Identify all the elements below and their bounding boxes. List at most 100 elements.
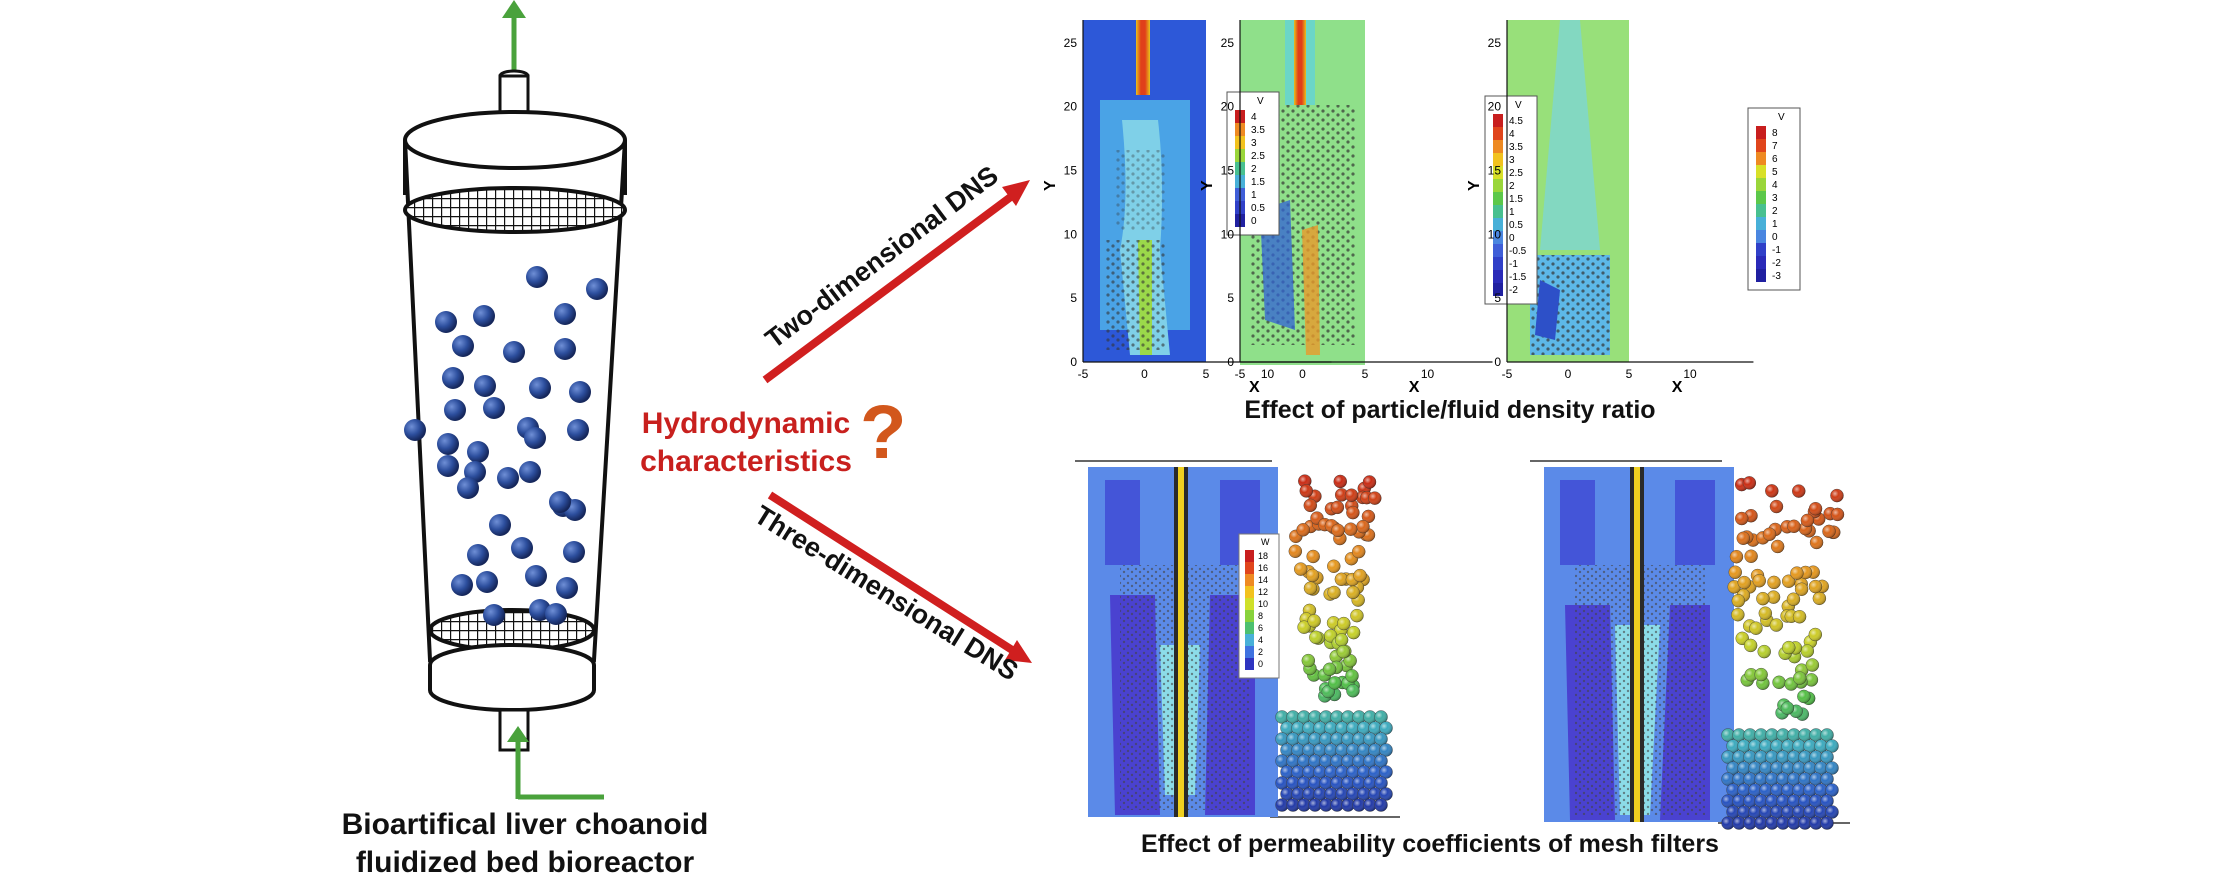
particle [525, 565, 547, 587]
particle [476, 571, 498, 593]
particle [437, 433, 459, 455]
legend-title: V [1778, 112, 1785, 123]
particle [483, 604, 505, 626]
legend-value: 0 [1251, 216, 1257, 227]
y-tick-label: 10 [1221, 227, 1235, 241]
y-tick-label: 10 [1488, 227, 1502, 241]
legend-value: 3 [1509, 155, 1515, 166]
particle [483, 397, 505, 419]
y-axis-label: Y [1042, 180, 1059, 191]
y-tick-label: 20 [1064, 100, 1078, 114]
particle [457, 477, 479, 499]
legend-value: 0 [1258, 659, 1263, 669]
particle [467, 441, 489, 463]
y-tick-label: 15 [1064, 163, 1078, 177]
legend-value: 3 [1251, 138, 1257, 149]
particle [526, 266, 548, 288]
legend-value: 1.5 [1509, 194, 1523, 205]
particle [503, 341, 525, 363]
y-tick-label: 5 [1494, 291, 1501, 305]
w-legend-2: W 18 16 14 12 10 8 6 4 2 0 [1238, 533, 1280, 679]
particle-spheres [1275, 474, 1845, 830]
legend-value: 7 [1772, 141, 1778, 152]
particle [444, 399, 466, 421]
question-mark-icon: ? [860, 390, 907, 475]
legend-value: 8 [1258, 611, 1263, 621]
y-tick-label: 15 [1488, 163, 1502, 177]
x-tick-label: 5 [1203, 367, 1210, 381]
three-d-arrowhead [1005, 640, 1032, 663]
legend-value: 4.5 [1509, 116, 1523, 127]
three-d-simulation-panels: W 18 16 14 12 10 8 6 4 2 0W 18 16 14 12 10 8 6 4 2 0 [1075, 460, 1850, 830]
two-d-arrowhead [1002, 180, 1030, 206]
x-tick-label: 5 [1626, 367, 1633, 381]
legend-title: W [1261, 537, 1270, 547]
legend-value: -1 [1509, 259, 1518, 270]
x-tick-label: 10 [1261, 367, 1275, 381]
hydrodynamic-line2: characteristics [640, 445, 852, 478]
legend-value: 1 [1772, 219, 1778, 230]
legend-value: 1.5 [1251, 177, 1265, 188]
x-tick-label: 0 [1141, 367, 1148, 381]
y-tick-label: 20 [1221, 100, 1235, 114]
particle [549, 491, 571, 513]
y-axis-label: Y [1466, 180, 1483, 191]
legend-value: 0 [1772, 232, 1778, 243]
x-axis-label: X [1249, 379, 1260, 396]
x-axis-label: X [1409, 379, 1420, 396]
legend-value: 2 [1509, 181, 1515, 192]
particle [451, 574, 473, 596]
legend-value: -2 [1509, 285, 1518, 296]
legend-title: V [1257, 96, 1264, 107]
legend-value: 0.5 [1251, 203, 1265, 214]
bioreactor-illustration [403, 0, 627, 800]
legend-value: 14 [1258, 575, 1268, 585]
particle [563, 541, 585, 563]
legend-value: 8 [1772, 128, 1778, 139]
v-legend-1: V4 3.5 3 2.5 2 1.5 1 0.5 0 [1226, 91, 1280, 236]
y-tick-label: 10 [1064, 227, 1078, 241]
y-tick-label: 0 [1227, 355, 1234, 369]
legend-value: 3.5 [1509, 142, 1523, 153]
y-tick-label: 5 [1227, 291, 1234, 305]
legend-value: -1.5 [1509, 272, 1527, 283]
reactor-caption-line1: Bioartifical liver choanoid [341, 808, 709, 841]
particle [474, 375, 496, 397]
y-axis-label: Y [1199, 180, 1216, 191]
legend-value: 4 [1258, 635, 1263, 645]
y-tick-label: 5 [1070, 291, 1077, 305]
legend-value: 2.5 [1251, 151, 1265, 162]
particle [489, 514, 511, 536]
particle [524, 427, 546, 449]
legend-value: 4 [1772, 180, 1778, 191]
v-legend-3: V8 7 6 5 4 3 2 1 0 -1 -2 -3 [1747, 107, 1801, 291]
particle [586, 278, 608, 300]
x-tick-label: 5 [1362, 367, 1369, 381]
two-d-arrow-line [762, 186, 1023, 384]
legend-value: 0 [1509, 233, 1515, 244]
particle [437, 455, 459, 477]
legend-value: 10 [1258, 599, 1268, 609]
reactor-caption: Bioartifical liver choanoid fluidized be… [310, 806, 740, 882]
particle [452, 335, 474, 357]
x-tick-label: -5 [1235, 367, 1246, 381]
particle [567, 419, 589, 441]
three-d-arrow-line [767, 491, 1023, 659]
legend-value: 16 [1258, 563, 1268, 573]
bioreactor-particles [404, 266, 608, 626]
particle [404, 419, 426, 441]
inlet-arrowhead [507, 726, 529, 742]
y-tick-label: 15 [1221, 163, 1235, 177]
y-tick-label: 25 [1064, 36, 1078, 50]
legend-value: 4 [1509, 129, 1515, 140]
legend-value: 12 [1258, 587, 1268, 597]
v-legend-2: V 4.5 4 3.5 3 2.5 2 1.5 1 0.5 0 -0.5 -1 -1.5 -2 [1484, 95, 1538, 305]
legend-value: -2 [1772, 258, 1781, 269]
legend-value: 2 [1258, 647, 1263, 657]
x-tick-label: -5 [1078, 367, 1089, 381]
legend-value: 2 [1772, 206, 1778, 217]
y-tick-label: 0 [1494, 355, 1501, 369]
bottom-caption: Effect of permeability coefficients of m… [1141, 830, 1719, 858]
